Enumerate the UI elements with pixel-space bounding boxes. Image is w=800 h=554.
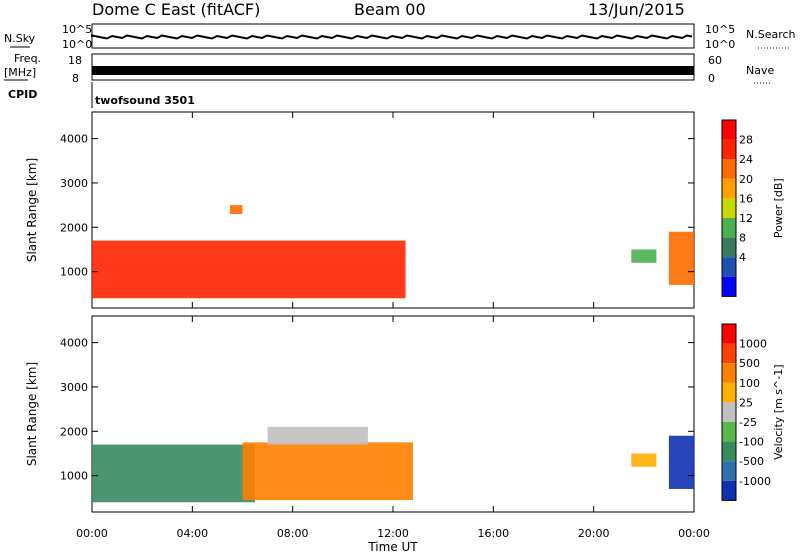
nsearch-label: N.Search	[746, 28, 796, 41]
nsky-label: N.Sky	[4, 32, 36, 45]
nave-tick-bottom: 0	[708, 72, 715, 85]
cpid-value: twofsound 3501	[95, 94, 195, 107]
y-tick-label: 2000	[60, 221, 88, 234]
colorbar-swatch	[722, 461, 736, 481]
colorbar-tick-label: -25	[739, 416, 757, 429]
colorbar-swatch	[722, 402, 736, 422]
time-axis-label: Time UT	[367, 540, 418, 554]
freq-trace	[92, 66, 694, 75]
x-tick-label: 00:00	[76, 527, 108, 540]
colorbar-swatch	[722, 178, 736, 199]
beam-label: Beam 00	[354, 0, 426, 19]
colorbar-tick-label: 500	[739, 357, 760, 370]
x-tick-label: 12:00	[377, 527, 409, 540]
time-axis: 00:00 04:00 08:00 12:00 16:00 20:00 00:00	[76, 112, 710, 540]
nsky-tick-bottom: 10^0	[62, 38, 92, 51]
y-tick-label: 3000	[60, 381, 88, 394]
power-region	[631, 249, 657, 263]
colorbar-swatch	[722, 198, 736, 218]
nsearch-tick-bottom: 10^0	[705, 38, 735, 51]
colorbar-swatch	[722, 120, 736, 140]
colorbar-swatch	[722, 159, 736, 179]
colorbar-swatch	[722, 276, 736, 297]
freq-tick-top: 18	[68, 54, 82, 67]
plot-title: Dome C East (fitACF)	[92, 0, 260, 19]
cpid-label: CPID	[8, 88, 37, 101]
power-colorbar-label: Power [dB]	[772, 178, 785, 238]
colorbar-swatch	[722, 139, 736, 160]
x-tick-label: 16:00	[477, 527, 509, 540]
nave-label: Nave	[746, 64, 774, 77]
colorbar-tick-label: 4	[739, 251, 746, 264]
colorbar-tick-label: 100	[739, 377, 760, 390]
power-region	[92, 240, 406, 299]
colorbar-swatch	[722, 480, 736, 501]
y-tick-label: 3000	[60, 177, 88, 190]
velocity-region	[242, 442, 414, 501]
velocity-panel: 1000 2000 3000 4000 Slant Range [km] 1000 50…	[25, 315, 785, 513]
colorbar-swatch	[722, 324, 736, 344]
colorbar-swatch	[722, 343, 736, 364]
noise-trace	[91, 34, 693, 40]
colorbar-swatch	[722, 218, 736, 238]
velocity-region	[267, 426, 368, 445]
freq-unit: [MHz]	[4, 66, 36, 79]
colorbar-tick-label: 16	[739, 192, 753, 205]
colorbar-swatch	[722, 441, 736, 462]
x-tick-label: 04:00	[176, 527, 208, 540]
colorbar-tick-label: 24	[739, 153, 753, 166]
velocity-region	[668, 435, 694, 489]
x-tick-label: 00:00	[678, 527, 710, 540]
y-tick-label: 4000	[60, 337, 88, 350]
colorbar-tick-label: 1000	[739, 338, 767, 351]
colorbar-tick-label: -100	[739, 436, 764, 449]
y-tick-label: 4000	[60, 133, 88, 146]
colorbar-tick-label: 20	[739, 173, 753, 186]
velocity-ylabel: Slant Range [km]	[25, 362, 39, 466]
x-tick-label: 08:00	[277, 527, 309, 540]
power-panel: 1000 2000 3000 4000 Slant Range [km] 28 24 20…	[25, 111, 785, 309]
nsky-tick-top: 10^5	[62, 23, 92, 36]
freq-tick-bottom: 8	[72, 72, 79, 85]
colorbar-tick-label: -500	[739, 455, 764, 468]
velocity-region	[631, 453, 657, 467]
freq-label: Freq.	[14, 52, 41, 65]
y-tick-label: 1000	[60, 266, 88, 279]
nsearch-tick-top: 10^5	[705, 23, 735, 36]
colorbar-swatch	[722, 237, 736, 258]
power-region	[668, 231, 694, 285]
colorbar-swatch	[722, 422, 736, 442]
freq-panel: Freq. [MHz] 18 8 60 0 Nave	[4, 52, 774, 85]
colorbar-tick-label: -1000	[739, 475, 771, 488]
colorbar-swatch	[722, 363, 736, 383]
y-tick-label: 2000	[60, 425, 88, 438]
colorbar-tick-label: 8	[739, 232, 746, 245]
colorbar-swatch	[722, 382, 736, 403]
nave-tick-top: 60	[708, 54, 722, 67]
colorbar-tick-label: 12	[739, 212, 753, 225]
colorbar-swatch	[722, 257, 736, 277]
velocity-region	[92, 444, 256, 503]
colorbar-tick-label: 28	[739, 134, 753, 147]
velocity-colorbar-label: Velocity [m s^-1]	[772, 365, 785, 460]
date-label: 13/Jun/2015	[588, 0, 685, 19]
noise-panel: N.Sky 10^5 10^0 10^5 10^0 N.Search	[4, 23, 796, 51]
y-tick-label: 1000	[60, 470, 88, 483]
x-tick-label: 20:00	[578, 527, 610, 540]
power-ylabel: Slant Range [km]	[25, 158, 39, 262]
power-region	[229, 205, 243, 214]
colorbar-tick-label: 25	[739, 396, 753, 409]
